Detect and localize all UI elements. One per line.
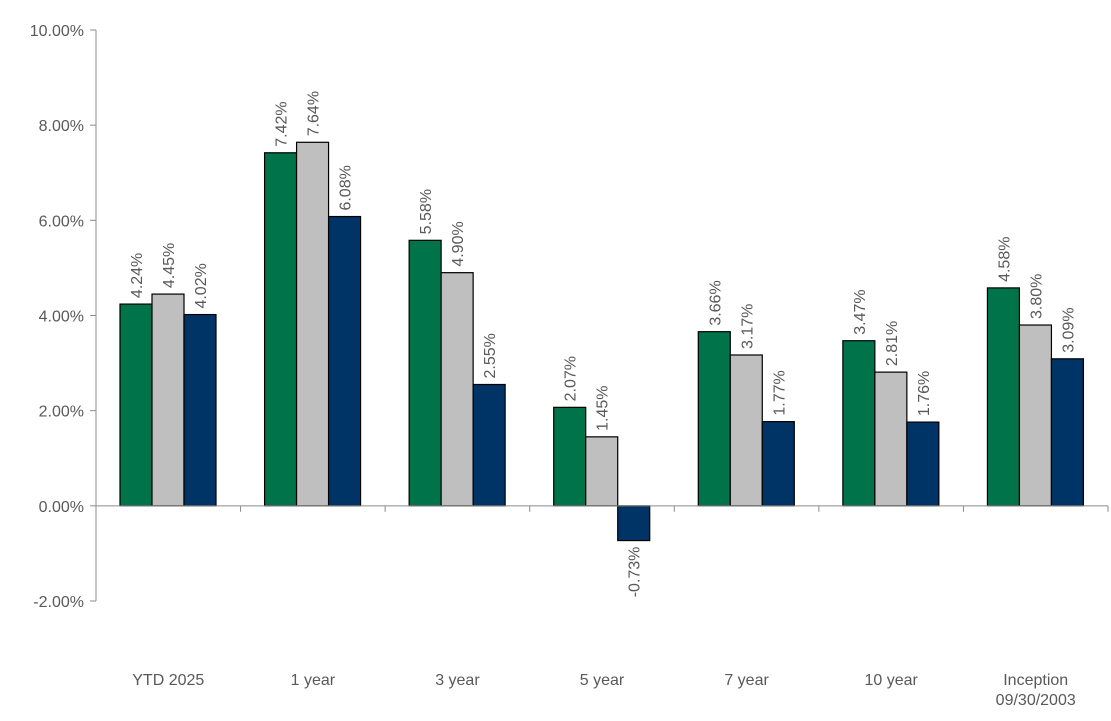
data-label: 1.76% [916, 371, 933, 416]
category-label-line: 1 year [291, 672, 336, 689]
bar [263, 152, 298, 507]
bar [906, 421, 940, 507]
data-label: 3.17% [739, 304, 756, 349]
bar [617, 505, 651, 542]
category-label: YTD 2025 [132, 672, 204, 689]
bar [1018, 324, 1053, 507]
category-label-line: 09/30/2003 [996, 692, 1076, 709]
y-tick-label: -2.00% [33, 594, 84, 611]
bar [874, 371, 908, 507]
data-label: 3.47% [852, 289, 869, 334]
data-label: 1.77% [771, 370, 788, 415]
bar [761, 421, 795, 507]
category-label: 7 year [724, 672, 769, 689]
data-label: 2.81% [884, 321, 901, 366]
y-tick-label: 0.00% [39, 499, 84, 516]
bar [585, 436, 619, 507]
category-label-line: 7 year [724, 672, 769, 689]
category-label-line: 10 year [864, 672, 918, 689]
y-tick-label: 4.00% [39, 309, 84, 326]
data-label: 7.64% [306, 91, 323, 136]
bar [1050, 358, 1085, 507]
y-tick-label: 10.00% [30, 23, 84, 40]
bar [842, 340, 876, 507]
data-label: 4.90% [450, 221, 467, 266]
bar [472, 383, 506, 507]
category-label: Inception 09/30/2003 [996, 672, 1076, 709]
y-tick-label: 2.00% [39, 404, 84, 421]
bar [553, 406, 587, 507]
bar [440, 272, 474, 507]
bar [697, 331, 731, 507]
data-label: 3.80% [1028, 274, 1045, 319]
category-labels: YTD 2025 1 year 3 year 5 year 7 year 10 year I… [132, 672, 1076, 709]
data-label: 6.08% [338, 165, 355, 210]
bar [408, 239, 442, 507]
category-label-line: 3 year [435, 672, 480, 689]
data-label: 2.55% [482, 333, 499, 378]
data-label: 7.42% [274, 101, 291, 146]
y-tick-label: 6.00% [39, 213, 84, 230]
data-label: 4.58% [996, 237, 1013, 282]
data-label: 4.02% [193, 263, 210, 308]
category-label-line: YTD 2025 [132, 672, 204, 689]
data-label: 4.24% [129, 253, 146, 298]
category-label: 1 year [291, 672, 336, 689]
x-axis [95, 505, 1109, 512]
bar [729, 354, 763, 507]
y-axis: -2.00% 0.00% 2.00% 4.00% 6.00% 8.00% 10.00% [30, 23, 97, 611]
data-label: 2.07% [563, 356, 580, 401]
data-label: -0.73% [627, 547, 644, 598]
data-label: 3.66% [707, 280, 724, 325]
category-label-line: Inception [1003, 672, 1068, 689]
bar [119, 303, 153, 507]
bars [119, 141, 1085, 542]
data-label: 1.45% [595, 385, 612, 430]
bar [327, 215, 362, 507]
data-label: 5.58% [418, 189, 435, 234]
bar [986, 287, 1021, 507]
category-label: 5 year [580, 672, 625, 689]
bar [295, 141, 330, 507]
category-label-line: 5 year [580, 672, 625, 689]
data-label: 4.45% [161, 243, 178, 288]
category-label: 3 year [435, 672, 480, 689]
category-label: 10 year [864, 672, 918, 689]
bar [151, 293, 185, 507]
bar [183, 313, 217, 507]
data-label: 3.09% [1060, 307, 1077, 352]
data-labels: 4.24% 7.42% 5.58% 2.07% 3.66% 3.47% 4.58% 4.45%… [129, 91, 1077, 597]
y-tick-label: 8.00% [39, 118, 84, 135]
